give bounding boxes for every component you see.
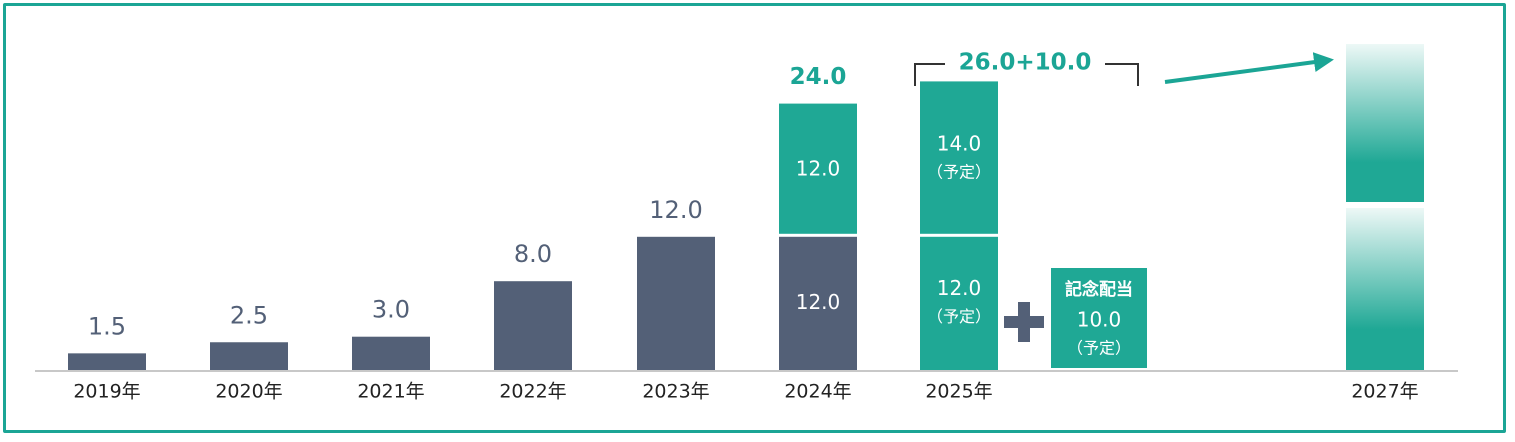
- bar-2024-add: [779, 103, 857, 234]
- x-tick-label-2027: 2027年: [1351, 381, 1418, 403]
- x-tick-label-2023: 2023年: [642, 381, 709, 403]
- special-dividend-title: 記念配当: [1065, 279, 1133, 300]
- bracket-right: [1105, 63, 1139, 86]
- note-2025-add: （予定）: [927, 163, 991, 182]
- chart-frame: [3, 3, 1506, 433]
- bar-2023: [637, 236, 715, 370]
- bar-2019: [68, 353, 146, 370]
- bar-2022: [494, 281, 572, 370]
- x-tick-label-2024: 2024年: [784, 381, 851, 403]
- value-label-4: 12.0: [649, 196, 702, 224]
- plus-sign-vertical: [1018, 302, 1030, 342]
- bar-2021: [352, 336, 430, 370]
- value-label-3: 8.0: [514, 240, 552, 268]
- label-2024-base: 12.0: [796, 290, 841, 314]
- x-tick-label-2021: 2021年: [357, 381, 424, 403]
- special-dividend-value: 10.0: [1077, 308, 1122, 332]
- x-tick-label-2019: 2019年: [73, 381, 140, 403]
- special-dividend-note: （予定）: [1067, 339, 1131, 358]
- value-label-2: 3.0: [372, 296, 410, 324]
- special-dividend-box: [1051, 268, 1147, 368]
- label-2024-add: 12.0: [796, 157, 841, 181]
- x-tick-label-2020: 2020年: [215, 381, 282, 403]
- bar-2027-lower: [1346, 208, 1424, 370]
- value-label-1: 2.5: [230, 301, 268, 329]
- bar-2020: [210, 342, 288, 370]
- label-2025-base: 12.0: [937, 276, 982, 300]
- x-tick-label-2022: 2022年: [499, 381, 566, 403]
- note-2025-base: （予定）: [927, 307, 991, 326]
- bar-2025-base: [920, 236, 998, 370]
- label-2025-total: 26.0+10.0: [959, 50, 1092, 76]
- bracket-left: [914, 63, 945, 86]
- x-tick-label-2025: 2025年: [925, 381, 992, 403]
- trend-arrow: [1164, 52, 1334, 84]
- bar-2025-add: [920, 81, 998, 234]
- label-2025-add: 14.0: [937, 132, 982, 156]
- bar-2024-base: [779, 236, 857, 370]
- label-2024-total: 24.0: [790, 64, 847, 90]
- value-label-0: 1.5: [88, 312, 126, 340]
- bar-2027-upper: [1346, 44, 1424, 202]
